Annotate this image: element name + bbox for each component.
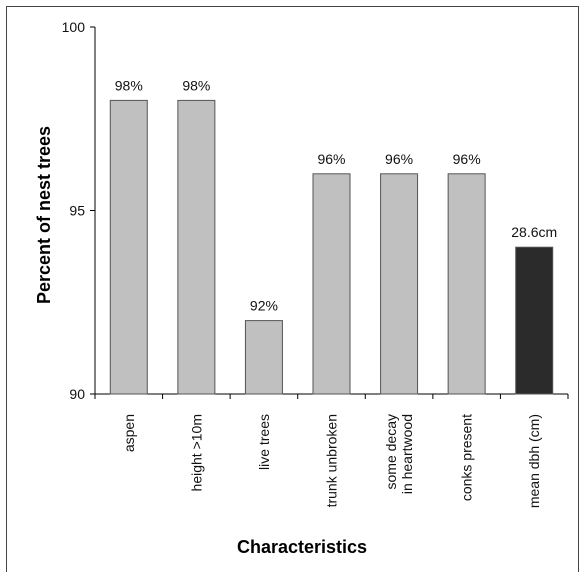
x-tick-label: live trees: [256, 414, 272, 470]
data-label: 98%: [182, 77, 210, 93]
bar: [109, 99, 148, 395]
data-label: 96%: [385, 151, 413, 167]
x-tick-label: aspen: [121, 414, 137, 452]
bar: [515, 246, 554, 395]
x-tick-label: trunk unbroken: [324, 414, 340, 507]
y-axis-title: Percent of nest trees: [34, 126, 54, 304]
bar: [312, 173, 351, 395]
bar: [380, 173, 419, 395]
x-tick-label: mean dbh (cm): [526, 414, 542, 508]
data-label: 96%: [453, 151, 481, 167]
bar: [244, 320, 283, 395]
bar: [177, 99, 216, 395]
y-tick-label: 100: [62, 19, 86, 35]
x-tick-label: some decayin heartwood: [383, 414, 415, 494]
x-axis-title: Characteristics: [237, 537, 367, 557]
bar: [447, 173, 486, 395]
data-label: 98%: [115, 77, 143, 93]
y-tick-label: 95: [69, 203, 85, 219]
data-label: 28.6cm: [511, 224, 557, 240]
x-tick-labels: aspen height >10m live trees trunk unbroken…: [121, 414, 542, 508]
data-label: 96%: [317, 151, 345, 167]
x-tick-label: conks present: [459, 414, 475, 501]
data-labels: 98% 98% 92% 96% 96% 96% 28.6cm: [115, 77, 557, 313]
x-tick-label: height >10m: [188, 414, 204, 491]
y-tick-labels: 90 95 100: [62, 19, 86, 402]
y-tick-label: 90: [69, 386, 85, 402]
bars: [109, 99, 554, 395]
data-label: 92%: [250, 298, 278, 314]
